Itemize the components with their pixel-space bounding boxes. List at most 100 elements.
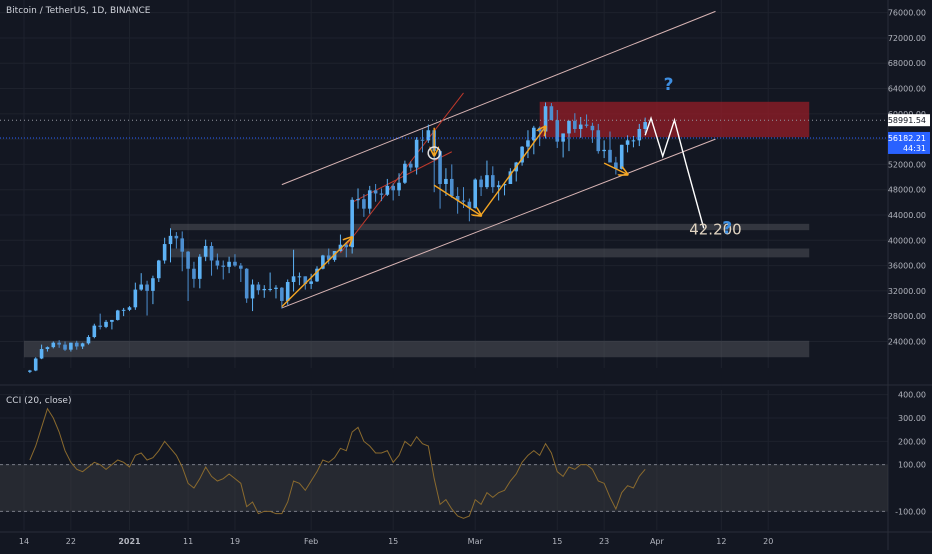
countdown-tag: 44:31 (903, 144, 926, 153)
candle-body (63, 344, 67, 350)
candle-body (145, 284, 149, 291)
candle-body (555, 120, 560, 142)
candle-body (80, 343, 85, 347)
candle-body (397, 182, 401, 191)
zone-support-3 (24, 340, 810, 358)
candle-body (104, 321, 108, 327)
candle-body (250, 284, 255, 299)
trend-arrow (433, 184, 481, 215)
price-axis-label: 44000.00 (888, 211, 926, 220)
candle-body (51, 342, 56, 348)
candle-body (520, 146, 524, 163)
candle-body (69, 342, 73, 350)
time-axis-label: 23 (599, 537, 609, 546)
candle-body (508, 171, 513, 184)
candle-body (356, 199, 360, 201)
cci-axis-label: 200.00 (898, 437, 926, 446)
trend-arrow (603, 162, 627, 174)
candle-body (637, 128, 642, 141)
price-axis-label: 48000.00 (888, 186, 926, 195)
candle-body (45, 347, 50, 350)
candle-body (74, 342, 79, 347)
time-axis-label: Apr (650, 537, 665, 546)
candle-body (86, 337, 91, 344)
candle-body (590, 125, 595, 131)
price-axis-label: 40000.00 (888, 236, 926, 245)
candle-body (303, 276, 308, 284)
candle-body (408, 163, 413, 168)
price-axis-label: 28000.00 (888, 312, 926, 321)
candle-body (379, 193, 384, 195)
candle-body (643, 122, 647, 129)
candle-body (444, 178, 448, 184)
level-price-tag-bg (888, 114, 930, 127)
candle-body (221, 265, 226, 267)
candle-body (309, 281, 313, 284)
candle-body (438, 151, 442, 184)
last-price-tag-bg (888, 131, 930, 154)
steep-channel-line (340, 92, 464, 254)
candle-body (57, 342, 61, 345)
candle-body (596, 130, 601, 152)
level-price-tag: 58991.54 (888, 116, 926, 125)
candle-body (127, 307, 132, 310)
candle-body (192, 268, 196, 279)
price-axis-label: 76000.00 (888, 9, 926, 18)
candle-body (326, 255, 331, 260)
candle-body (315, 268, 319, 282)
candle-body (156, 260, 161, 279)
time-axis-label: Mar (468, 537, 484, 546)
candle-body (584, 124, 589, 126)
candle-body (631, 140, 636, 142)
time-axis-label: 19 (230, 537, 240, 546)
candle-body (151, 278, 155, 291)
candle-body (209, 245, 214, 261)
candle-body (215, 260, 220, 266)
candle-body (614, 162, 618, 169)
candle-body (461, 200, 466, 202)
candle-body (291, 276, 296, 283)
candle-body (28, 370, 32, 372)
last-price-tag: 56182.21 (888, 134, 926, 143)
time-axis-label: 15 (552, 537, 562, 546)
candle-body (496, 185, 501, 188)
candle-body (385, 185, 390, 195)
candle-body (297, 276, 302, 278)
candle-body (244, 268, 249, 299)
candle-body (180, 238, 185, 252)
time-axis-label: 15 (388, 537, 398, 546)
highlight-circle (427, 146, 441, 160)
candle-body (619, 144, 624, 169)
cci-axis-label: -100.00 (895, 507, 926, 516)
candle-body (362, 199, 366, 209)
candle-body (280, 287, 284, 301)
candle-body (39, 349, 44, 359)
time-axis-label: 14 (19, 537, 29, 546)
question-mark: ? (664, 75, 674, 95)
cci-axis-label: 400.00 (898, 391, 926, 400)
candle-body (567, 120, 571, 134)
candle-body (403, 163, 407, 183)
candle-body (625, 140, 630, 145)
candle-body (33, 358, 38, 371)
candle-body (391, 185, 395, 191)
candle-body (233, 261, 237, 266)
candle-body (285, 282, 290, 301)
candle-body (168, 235, 173, 245)
candle-body (268, 288, 272, 290)
candle-body (350, 199, 354, 248)
candle-body (162, 244, 167, 261)
price-axis-label: 32000.00 (888, 287, 926, 296)
price-axis-label: 36000.00 (888, 262, 926, 271)
channel-line (281, 138, 716, 309)
candle-body (485, 175, 489, 188)
candle-body (420, 139, 425, 141)
candle-body (133, 289, 138, 308)
candle-body (414, 139, 419, 168)
zone-support-2 (170, 248, 810, 258)
cci-line (29, 407, 646, 519)
candle-body (455, 196, 460, 201)
